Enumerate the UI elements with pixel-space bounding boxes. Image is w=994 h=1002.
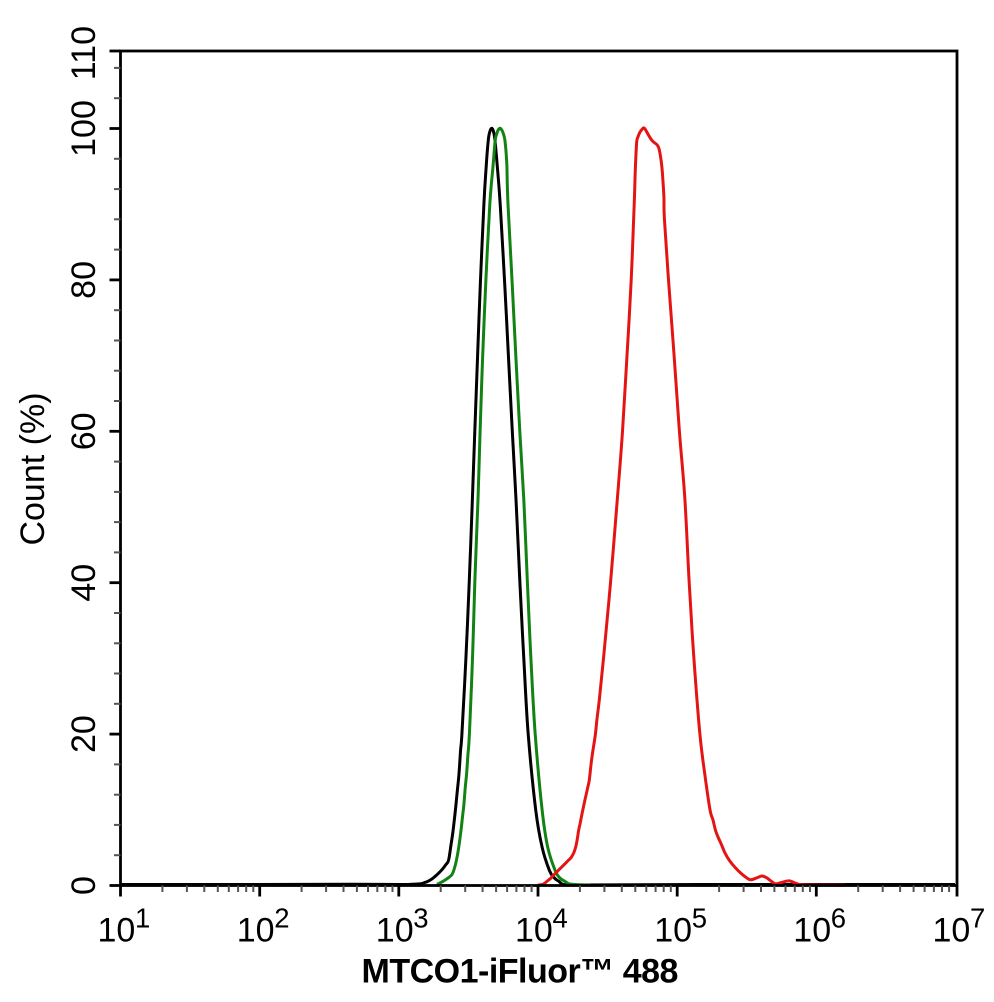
svg-text:10: 10	[98, 912, 136, 950]
svg-text:1: 1	[135, 903, 150, 934]
svg-text:5: 5	[692, 903, 707, 934]
svg-text:10: 10	[933, 912, 971, 950]
svg-text:80: 80	[65, 261, 103, 299]
svg-text:10: 10	[237, 912, 275, 950]
svg-text:40: 40	[65, 564, 103, 602]
svg-text:10: 10	[654, 912, 692, 950]
svg-text:7: 7	[970, 903, 985, 934]
svg-text:20: 20	[65, 715, 103, 753]
svg-text:10: 10	[376, 912, 414, 950]
svg-text:Count (%): Count (%)	[14, 392, 52, 545]
svg-text:2: 2	[274, 903, 289, 934]
svg-text:MTCO1-iFluor™ 488: MTCO1-iFluor™ 488	[362, 953, 678, 991]
svg-text:110: 110	[65, 26, 103, 80]
svg-text:6: 6	[831, 903, 846, 934]
svg-text:4: 4	[553, 903, 568, 934]
svg-text:3: 3	[413, 903, 428, 934]
svg-text:100: 100	[65, 100, 103, 157]
svg-text:60: 60	[65, 412, 103, 450]
svg-text:0: 0	[65, 876, 103, 895]
svg-text:10: 10	[515, 912, 553, 950]
svg-text:10: 10	[793, 912, 831, 950]
